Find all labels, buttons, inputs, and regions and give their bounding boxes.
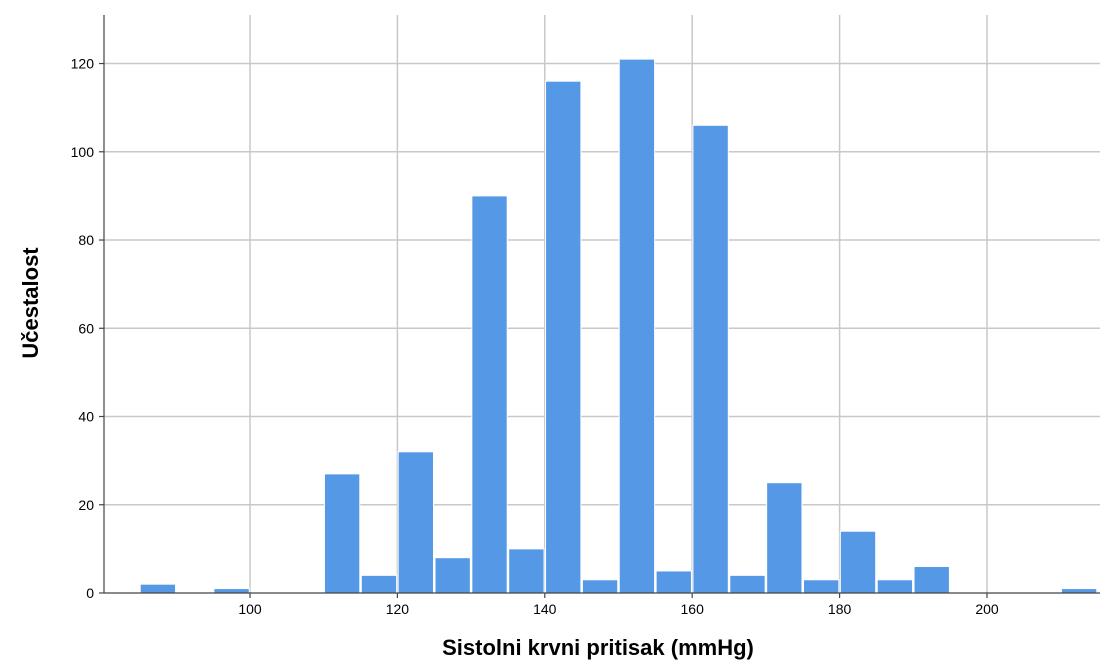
y-tick-label: 100 [71, 144, 95, 160]
histogram-bar [398, 452, 433, 593]
histogram-bar [582, 580, 617, 593]
y-tick-label: 40 [78, 409, 94, 425]
y-tick-label: 20 [78, 497, 94, 513]
histogram-bar [1061, 589, 1096, 593]
histogram-bar [546, 81, 581, 593]
bars [140, 59, 1097, 593]
histogram-bar [804, 580, 839, 593]
x-tick-label: 180 [828, 601, 852, 617]
x-tick-label: 140 [533, 601, 557, 617]
y-tick-labels: 0 20 40 60 80 100 120 [71, 56, 95, 601]
histogram-bar [767, 483, 802, 593]
histogram-bar [509, 549, 544, 593]
gridlines [104, 15, 1100, 593]
axes [99, 15, 1100, 598]
histogram-bar [214, 589, 249, 593]
histogram-bar [472, 196, 507, 593]
histogram-bar [140, 584, 175, 593]
histogram-bar [361, 575, 396, 593]
x-tick-label: 120 [386, 601, 410, 617]
histogram-bar [656, 571, 691, 593]
x-tick-labels: 100 120 140 160 180 200 [238, 601, 999, 617]
y-tick-label: 80 [78, 232, 94, 248]
y-tick-label: 0 [86, 585, 94, 601]
histogram-bar [840, 531, 875, 593]
histogram-bar [730, 575, 765, 593]
x-tick-label: 100 [238, 601, 262, 617]
x-axis-title: Sistolni krvni pritisak (mmHg) [442, 635, 754, 660]
histogram-bar [619, 59, 654, 593]
histogram-bar [435, 558, 470, 593]
x-tick-label: 200 [975, 601, 999, 617]
y-tick-label: 60 [78, 320, 94, 336]
x-tick-label: 160 [681, 601, 705, 617]
histogram-bar [877, 580, 912, 593]
y-tick-label: 120 [71, 56, 95, 72]
histogram-bar [324, 474, 359, 593]
y-axis-title: Učestalost [18, 247, 43, 359]
histogram-bar [914, 567, 949, 593]
histogram-bar [693, 125, 728, 593]
